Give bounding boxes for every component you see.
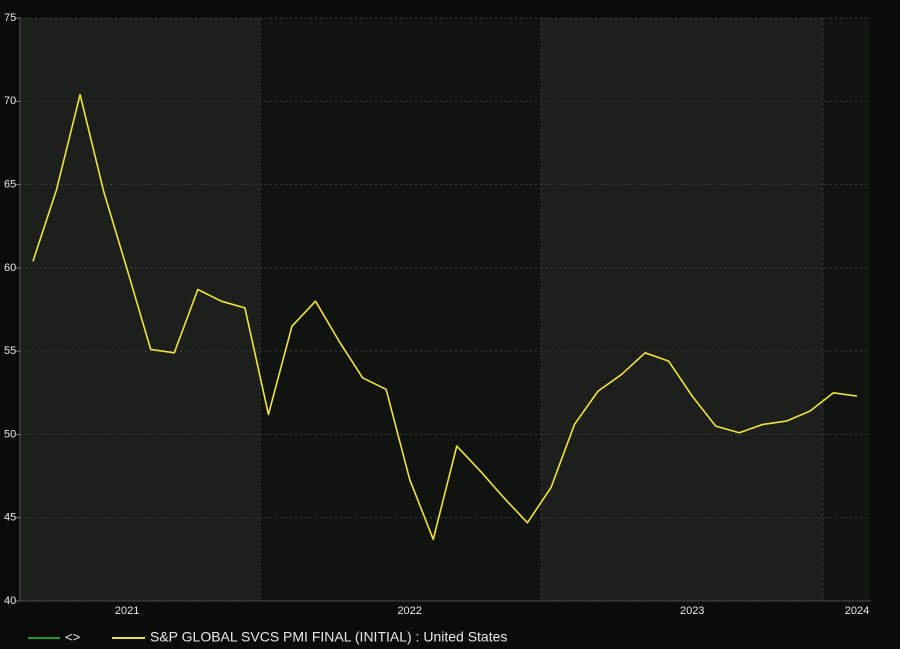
year-band [541,18,823,601]
year-band [823,18,870,601]
year-band [20,18,260,601]
y-tick-label: 70 [4,95,16,107]
x-tick-label: 2024 [845,605,869,617]
legend-label: <> [65,629,80,644]
x-tick-label: 2021 [115,605,139,617]
legend-label: S&P GLOBAL SVCS PMI FINAL (INITIAL) : Un… [150,629,507,645]
y-tick-label: 55 [4,345,16,357]
y-tick-label: 40 [4,595,16,607]
y-tick-label: 60 [4,262,16,274]
x-tick-label: 2023 [680,605,704,617]
data-line [32,93,858,541]
y-tick-label: 65 [4,178,16,190]
y-tick-label: 50 [4,428,16,440]
y-tick-label: 75 [4,12,16,24]
y-tick-label: 45 [4,512,16,524]
x-tick-label: 2022 [397,605,421,617]
year-band [260,18,541,601]
